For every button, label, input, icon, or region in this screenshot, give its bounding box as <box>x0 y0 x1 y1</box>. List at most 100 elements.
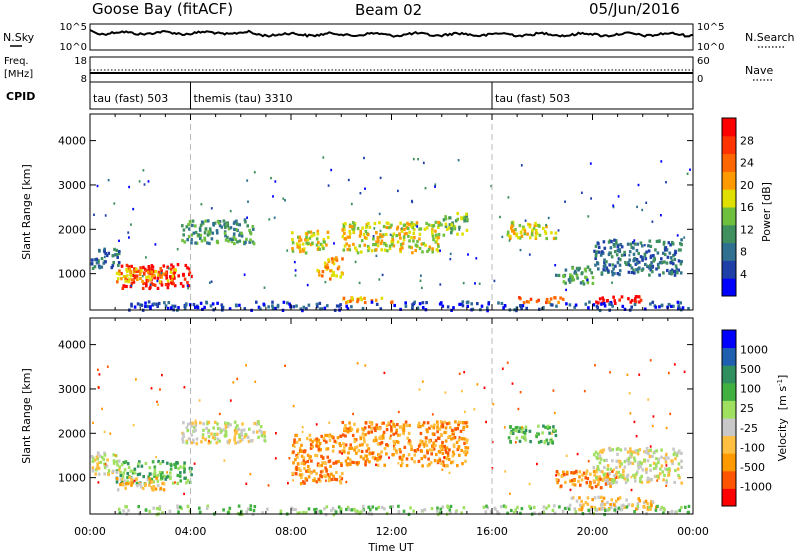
data-cell <box>402 223 406 227</box>
data-cell <box>194 241 197 245</box>
data-cell <box>385 225 389 230</box>
data-cell <box>370 430 374 434</box>
data-cell <box>418 388 421 391</box>
data-cell <box>201 433 205 437</box>
data-cell <box>345 462 349 466</box>
data-cell <box>638 499 642 503</box>
data-cell <box>440 444 444 448</box>
data-cell <box>638 373 641 376</box>
data-cell <box>235 219 238 223</box>
data-cell <box>388 244 392 248</box>
data-cell <box>190 467 193 471</box>
data-cell <box>442 218 446 222</box>
data-cell <box>366 443 369 447</box>
data-cell <box>364 459 368 463</box>
data-cell <box>366 244 370 249</box>
data-cell <box>136 473 140 477</box>
data-cell <box>150 270 154 274</box>
data-cell <box>339 481 343 485</box>
data-cell <box>570 471 573 475</box>
data-cell <box>594 364 596 367</box>
data-cell <box>235 431 238 435</box>
data-cell <box>241 437 244 442</box>
data-cell <box>486 306 489 310</box>
data-cell <box>625 498 628 502</box>
data-cell <box>640 474 643 478</box>
data-cell <box>118 250 121 254</box>
data-cell <box>425 221 428 225</box>
data-cell <box>294 458 297 462</box>
nsky-trace <box>89 29 694 38</box>
data-cell <box>624 480 628 485</box>
velocity-colorbar-tick: 25 <box>740 402 754 415</box>
data-cell <box>555 474 557 477</box>
data-cell <box>309 230 313 234</box>
data-cell <box>584 476 587 480</box>
data-cell <box>304 511 308 515</box>
power-ylabel: Slant Range [km] <box>20 164 33 260</box>
data-cell <box>187 223 190 227</box>
data-cell <box>292 305 295 309</box>
data-cell <box>630 475 633 479</box>
data-cell <box>605 266 608 270</box>
data-cell <box>544 425 547 429</box>
data-cell <box>604 479 607 483</box>
data-cell <box>156 400 158 403</box>
data-cell <box>448 421 451 425</box>
data-cell <box>204 227 208 231</box>
data-cell <box>417 158 419 161</box>
data-cell <box>415 221 419 225</box>
data-cell <box>651 300 655 304</box>
data-cell <box>317 444 321 448</box>
data-cell <box>677 248 681 252</box>
data-cell <box>593 249 596 253</box>
data-cell <box>154 270 157 274</box>
data-cell <box>97 386 100 389</box>
data-cell <box>320 434 323 438</box>
data-cell <box>587 508 590 512</box>
data-cell <box>487 302 490 306</box>
data-cell <box>634 297 637 301</box>
data-cell <box>218 439 221 443</box>
power-dashed-lines <box>190 114 493 310</box>
data-cell <box>190 237 193 242</box>
data-cell <box>118 511 122 515</box>
data-cell <box>608 302 611 306</box>
data-cell <box>246 179 249 182</box>
power-colorbar-tick: 8 <box>740 246 747 259</box>
data-cell <box>636 470 639 474</box>
data-cell <box>400 457 404 461</box>
data-cell <box>461 421 465 425</box>
data-cell <box>172 282 175 286</box>
data-cell <box>352 230 355 234</box>
data-cell <box>383 507 386 511</box>
data-cell <box>153 283 157 287</box>
data-cell <box>375 254 378 258</box>
data-cell <box>324 466 327 470</box>
data-cell <box>158 273 162 277</box>
data-cell <box>410 236 413 240</box>
data-cell <box>196 306 200 310</box>
data-cell <box>634 449 638 453</box>
data-cell <box>506 230 510 234</box>
data-cell <box>220 225 224 229</box>
data-cell <box>593 496 597 500</box>
data-cell <box>241 422 244 426</box>
data-cell <box>420 449 423 453</box>
data-cell <box>301 426 304 429</box>
data-cell <box>185 441 189 445</box>
data-cell <box>315 444 319 448</box>
data-cell <box>599 457 603 461</box>
data-cell <box>170 263 173 267</box>
data-cell <box>657 266 660 270</box>
data-cell <box>111 254 115 258</box>
data-cell <box>368 460 371 464</box>
data-cell <box>663 248 667 252</box>
data-cell <box>508 239 511 242</box>
data-cell <box>315 243 319 247</box>
data-cell <box>299 250 302 254</box>
data-cell <box>677 259 681 263</box>
data-cell <box>574 271 578 275</box>
data-cell <box>156 279 159 283</box>
